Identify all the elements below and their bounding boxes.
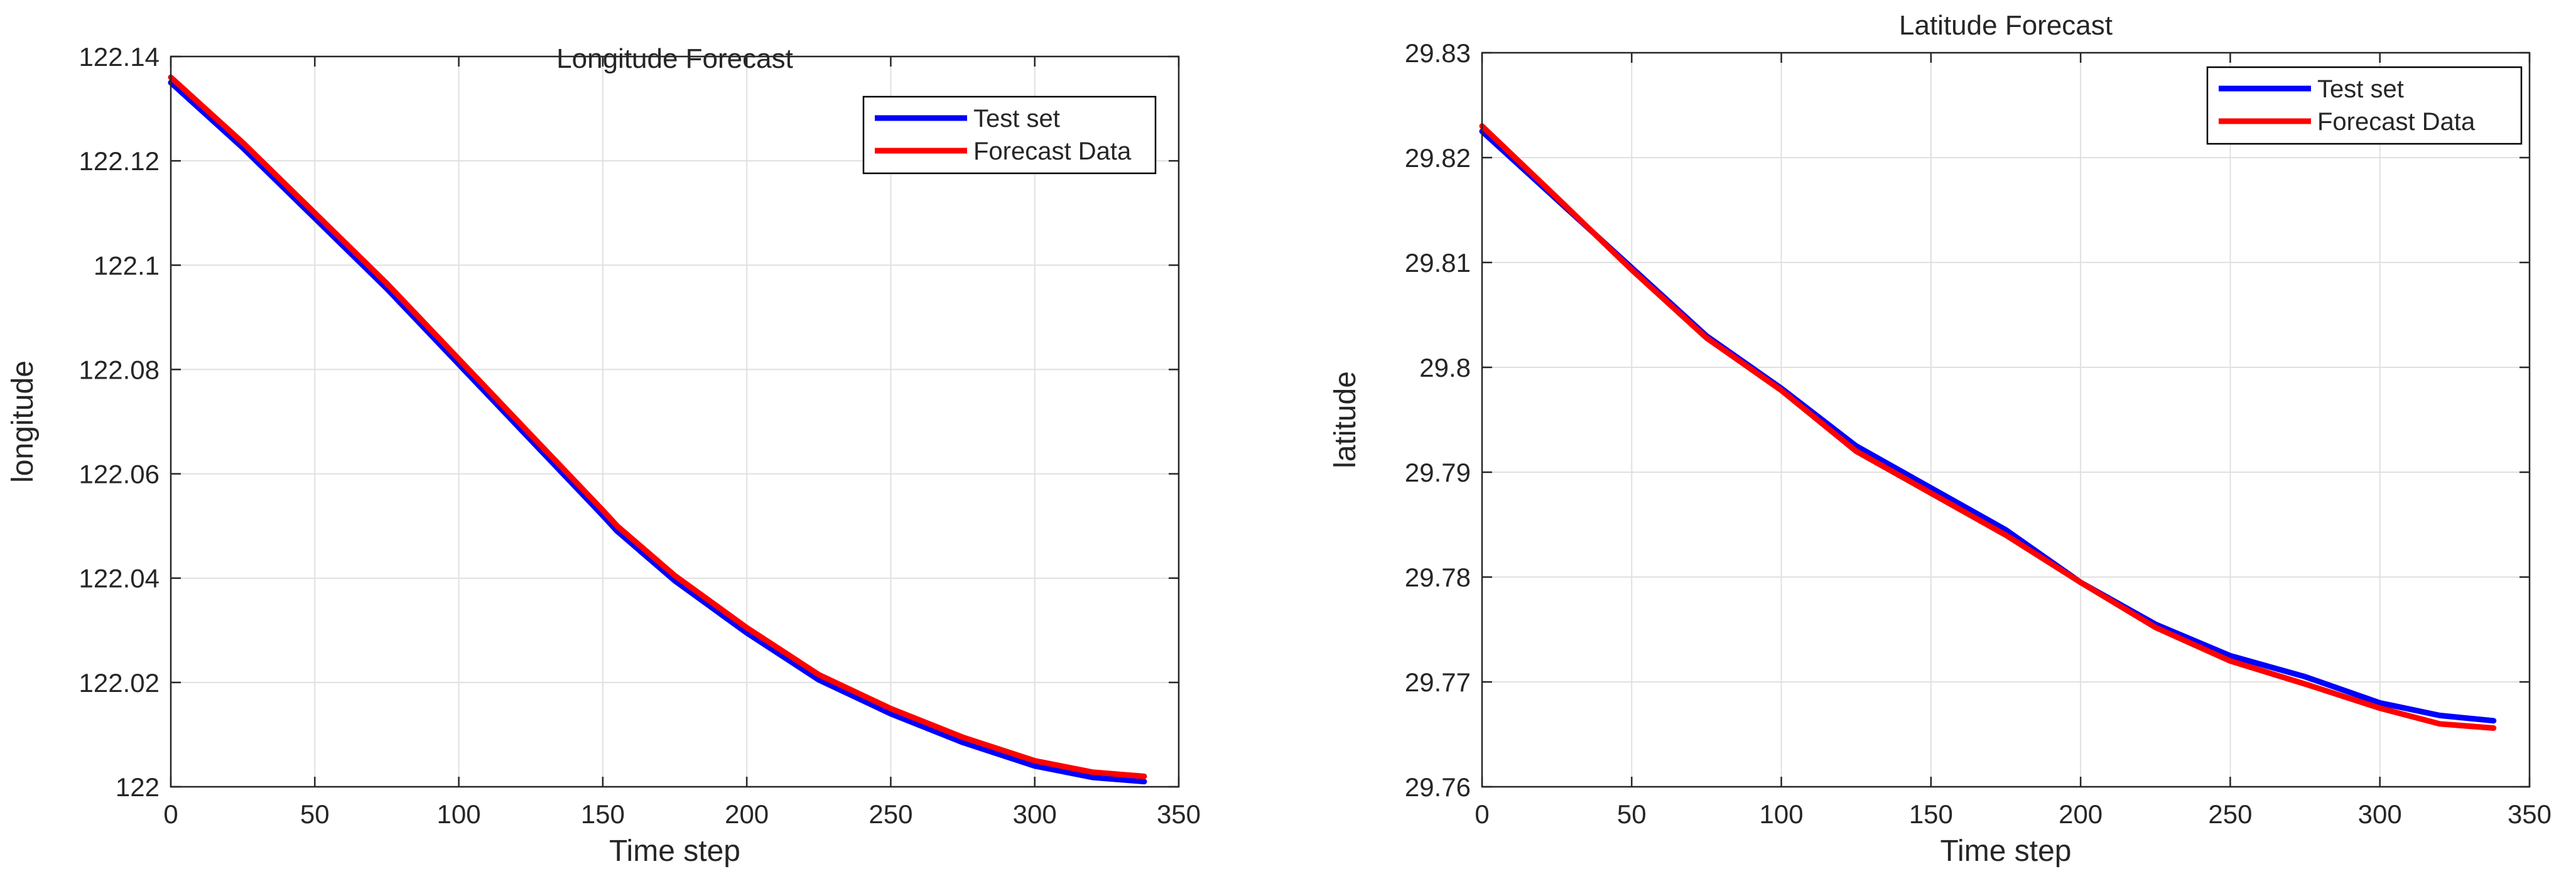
x-tick-label: 200 bbox=[725, 799, 769, 829]
x-axis-label: Time step bbox=[609, 835, 740, 868]
y-axis-label: longitude bbox=[6, 360, 40, 483]
latitude-chart: 0 50 100 150 200 250 300 350 29.76 29.77 29.78 29.7… bbox=[1329, 10, 2552, 868]
legend-label-forecast-data: Forecast Data bbox=[973, 138, 1132, 165]
x-tick-label: 0 bbox=[163, 799, 178, 829]
longitude-chart: 0 50 100 150 200 250 300 350 122 122.02 122.04 122.… bbox=[6, 42, 1201, 868]
x-tick-label: 50 bbox=[1617, 799, 1647, 829]
axes-box bbox=[1481, 51, 2531, 788]
x-tick-label: 350 bbox=[2508, 799, 2552, 829]
x-tick-label: 150 bbox=[1909, 799, 1953, 829]
x-tick-label: 50 bbox=[300, 799, 330, 829]
y-tick-label: 122.04 bbox=[79, 564, 160, 593]
legend: Test set Forecast Data bbox=[2206, 66, 2523, 145]
x-tick-label: 300 bbox=[1013, 799, 1057, 829]
series-line-test-set bbox=[168, 80, 1147, 785]
x-tick-label: 100 bbox=[437, 799, 481, 829]
y-axis-label: latitude bbox=[1329, 371, 1362, 468]
x-tick-label: 200 bbox=[2059, 799, 2102, 829]
series-line-forecast-data bbox=[1479, 123, 2497, 731]
legend-label-forecast-data: Forecast Data bbox=[2317, 108, 2476, 136]
y-tick-label: 122.12 bbox=[79, 146, 160, 176]
plot-area bbox=[171, 57, 1179, 787]
chart-title: Longitude Forecast bbox=[556, 43, 793, 74]
x-tick-label: 350 bbox=[1157, 799, 1201, 829]
x-tick-label: 300 bbox=[2358, 799, 2402, 829]
y-tick-label: 122 bbox=[116, 772, 160, 802]
x-tick-label: 250 bbox=[869, 799, 912, 829]
x-tick-label: 150 bbox=[581, 799, 625, 829]
y-tick-label: 29.83 bbox=[1405, 38, 1471, 68]
y-tick-label: 29.78 bbox=[1405, 563, 1471, 592]
x-tick-label: 100 bbox=[1760, 799, 1804, 829]
axes-box bbox=[170, 55, 1180, 788]
x-tick-label: 0 bbox=[1475, 799, 1489, 829]
y-tick-label: 29.82 bbox=[1405, 143, 1471, 173]
y-tick-label: 122.14 bbox=[79, 42, 160, 72]
chart-title: Latitude Forecast bbox=[1899, 10, 2113, 41]
y-tick-label: 122.06 bbox=[79, 460, 160, 489]
x-tick-label: 250 bbox=[2208, 799, 2252, 829]
plot-area bbox=[1482, 53, 2530, 787]
y-tick-label: 29.76 bbox=[1405, 772, 1471, 802]
legend-label-test-set: Test set bbox=[973, 105, 1060, 132]
x-axis-label: Time step bbox=[1940, 835, 2072, 868]
y-tick-label: 29.81 bbox=[1405, 248, 1471, 278]
legend-box bbox=[2206, 66, 2523, 145]
legend: Test set Forecast Data bbox=[862, 95, 1157, 175]
legend-box bbox=[862, 95, 1157, 175]
y-tick-label: 29.79 bbox=[1405, 458, 1471, 487]
legend-label-test-set: Test set bbox=[2317, 75, 2404, 103]
y-tick-label: 122.1 bbox=[94, 251, 160, 280]
series-line-forecast-data bbox=[168, 74, 1147, 779]
y-tick-label: 122.08 bbox=[79, 355, 160, 384]
y-tick-label: 29.8 bbox=[1419, 353, 1471, 382]
y-tick-label: 122.02 bbox=[79, 668, 160, 698]
y-tick-label: 29.77 bbox=[1405, 667, 1471, 697]
